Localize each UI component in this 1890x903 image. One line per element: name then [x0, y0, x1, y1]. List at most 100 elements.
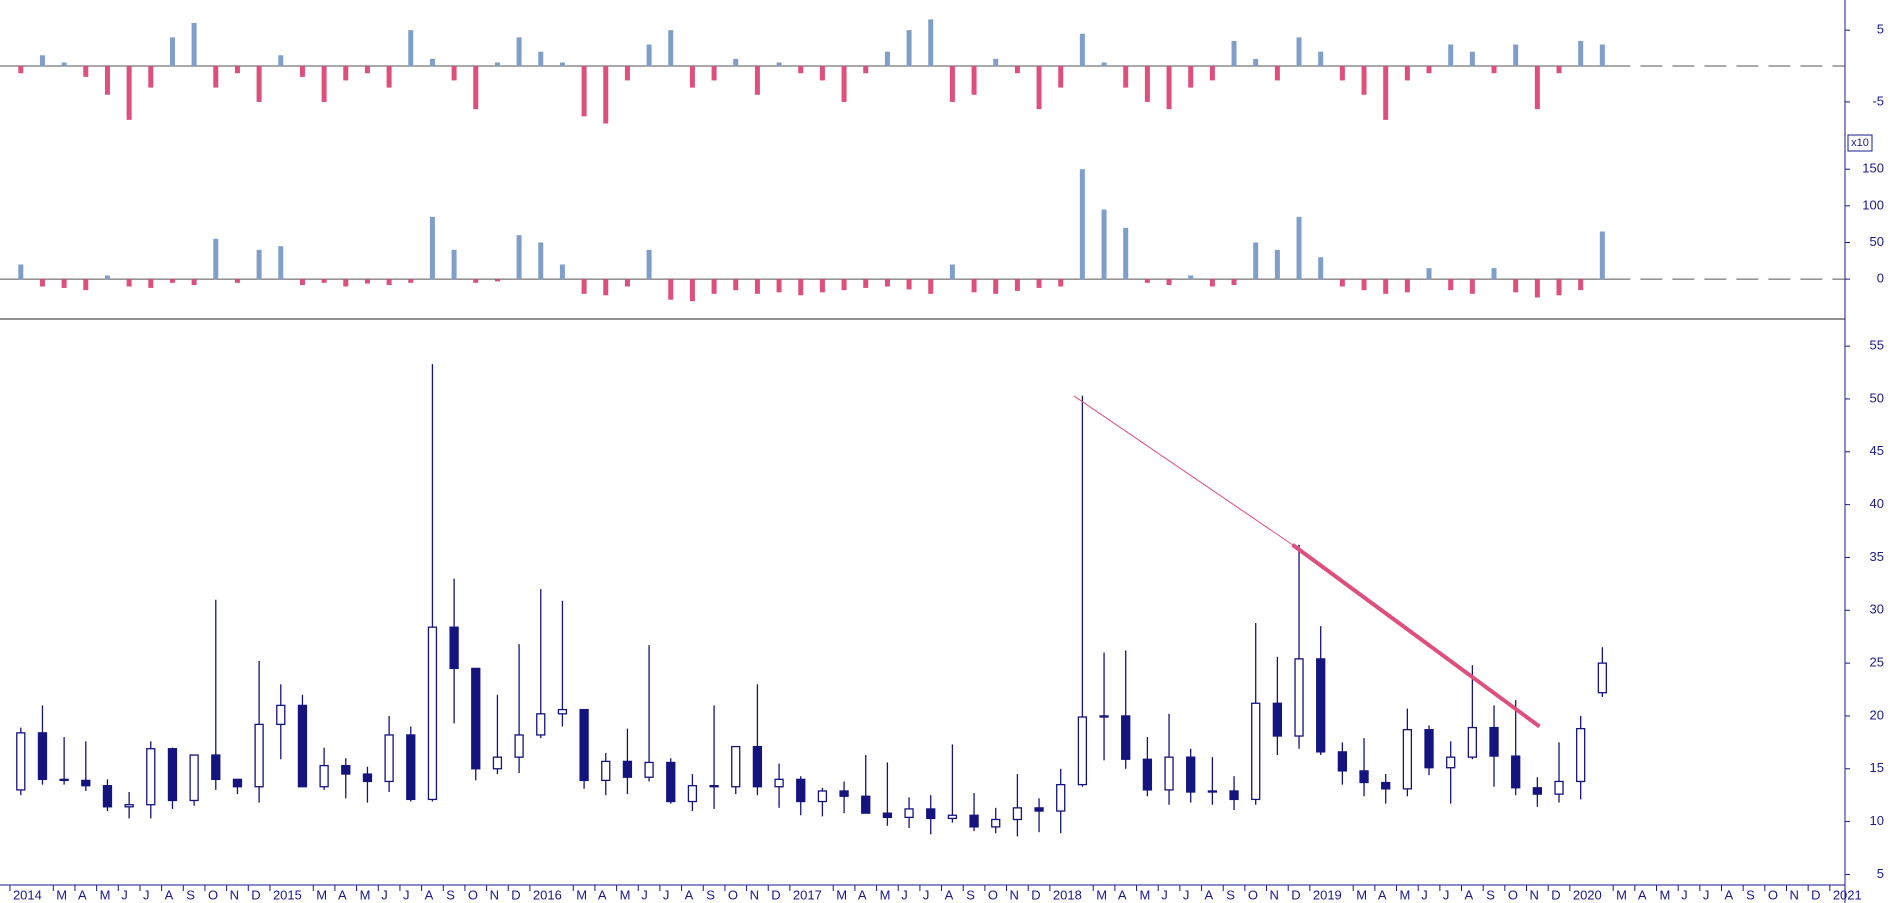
histogram-bar	[429, 58, 435, 67]
histogram-bar	[581, 279, 587, 294]
histogram-bar	[1599, 231, 1605, 280]
histogram-bar	[18, 264, 24, 280]
x-tick-label: D	[771, 887, 780, 902]
histogram-bar	[603, 279, 609, 296]
candle-body	[947, 814, 958, 820]
histogram-bar	[538, 51, 544, 67]
histogram-bar	[776, 279, 782, 293]
x-tick-label: S	[966, 887, 975, 902]
candle-body	[1597, 662, 1608, 694]
histogram-bar	[1491, 268, 1497, 280]
x-tick-label: D	[1031, 887, 1040, 902]
histogram-bar	[1036, 66, 1042, 110]
histogram-bar	[906, 30, 912, 67]
x-tick-label: J	[121, 887, 128, 902]
y-tick-label: 50	[1870, 234, 1884, 249]
candle-body	[1489, 726, 1499, 757]
y-tick-label: 10	[1870, 813, 1884, 828]
x-tick-label: S	[706, 887, 715, 902]
x-tick-label: O	[468, 887, 478, 902]
x-tick-label: N	[750, 887, 759, 902]
x-tick-label: J	[1681, 887, 1688, 902]
candle-body	[969, 814, 979, 828]
x-tick-label: J	[663, 887, 670, 902]
x-tick-label: N	[1530, 887, 1539, 902]
histogram-bar	[1209, 66, 1215, 81]
histogram-bar	[1383, 66, 1389, 120]
histogram-bar	[1513, 44, 1519, 67]
x-tick-label: D	[1551, 887, 1560, 902]
candle-body	[341, 764, 351, 775]
histogram-bar	[1404, 66, 1410, 81]
candle-body	[1034, 807, 1044, 812]
candle-body	[1251, 702, 1261, 801]
histogram-bar	[148, 279, 154, 288]
x-tick-label: M	[880, 887, 891, 902]
x-tick-label: M	[56, 887, 67, 902]
x-tick-label: A	[858, 887, 867, 902]
histogram-bar	[668, 279, 674, 300]
candle-body	[449, 626, 459, 670]
histogram-bar	[1231, 40, 1237, 67]
histogram-bar	[321, 66, 327, 102]
candle-body	[579, 708, 589, 782]
histogram-bar	[1469, 279, 1475, 294]
x-tick-label: M	[1140, 887, 1151, 902]
x-tick-label: J	[1161, 887, 1168, 902]
x-tick-label: J	[901, 887, 908, 902]
histogram-bar	[494, 62, 500, 67]
y-tick-label: -5	[1872, 93, 1884, 108]
candle-body	[492, 756, 503, 770]
candle-body	[167, 748, 178, 802]
histogram-bar	[1404, 279, 1410, 293]
candle-body	[384, 734, 394, 783]
candle-body	[1229, 790, 1239, 801]
x-tick-label: A	[685, 887, 694, 902]
x-tick-label: A	[1638, 887, 1647, 902]
histogram-bar	[863, 66, 869, 74]
histogram-bar	[1188, 66, 1194, 88]
candle-body	[774, 778, 784, 788]
histogram-bar	[1534, 66, 1540, 110]
histogram-bar	[191, 279, 197, 286]
x-tick-label: A	[1378, 887, 1387, 902]
candle-body	[1424, 729, 1434, 769]
histogram-bar	[169, 37, 175, 67]
candle-body	[904, 808, 914, 819]
x-tick-label: 2015	[273, 887, 302, 902]
candle-body	[1554, 780, 1564, 795]
histogram-bar	[1448, 44, 1454, 67]
histogram-bar	[516, 37, 522, 67]
y-tick-label: 50	[1870, 390, 1884, 405]
histogram-bar	[971, 66, 977, 95]
histogram-bar	[733, 58, 739, 67]
histogram-bar	[538, 242, 544, 280]
candle-body	[709, 785, 719, 788]
histogram-bar	[321, 279, 327, 283]
histogram-bar	[819, 279, 825, 293]
y-tick-label: 15	[1870, 760, 1884, 775]
x-tick-label: O	[1508, 887, 1518, 902]
histogram-bar	[949, 66, 955, 102]
x-tick-label: J	[403, 887, 410, 902]
histogram-bar	[39, 55, 45, 67]
histogram-bar	[1578, 279, 1584, 291]
histogram-bar	[451, 249, 457, 280]
candle-body	[16, 732, 26, 791]
histogram-bar	[1296, 37, 1302, 67]
histogram-bar	[993, 58, 999, 67]
x-tick-label: M	[836, 887, 847, 902]
histogram-bar	[1318, 51, 1324, 67]
candle-body	[146, 748, 156, 806]
histogram-bar	[1079, 33, 1085, 67]
histogram-bar	[1491, 66, 1497, 74]
candle-body	[1056, 783, 1066, 812]
histogram-bar	[733, 279, 739, 291]
histogram-bar	[559, 264, 565, 280]
x-tick-label: M	[1356, 887, 1367, 902]
candle-body	[514, 734, 524, 758]
x-tick-label: N	[1270, 887, 1279, 902]
candle-body	[1467, 726, 1478, 758]
candle-body	[362, 773, 373, 783]
x-tick-label: O	[728, 887, 738, 902]
